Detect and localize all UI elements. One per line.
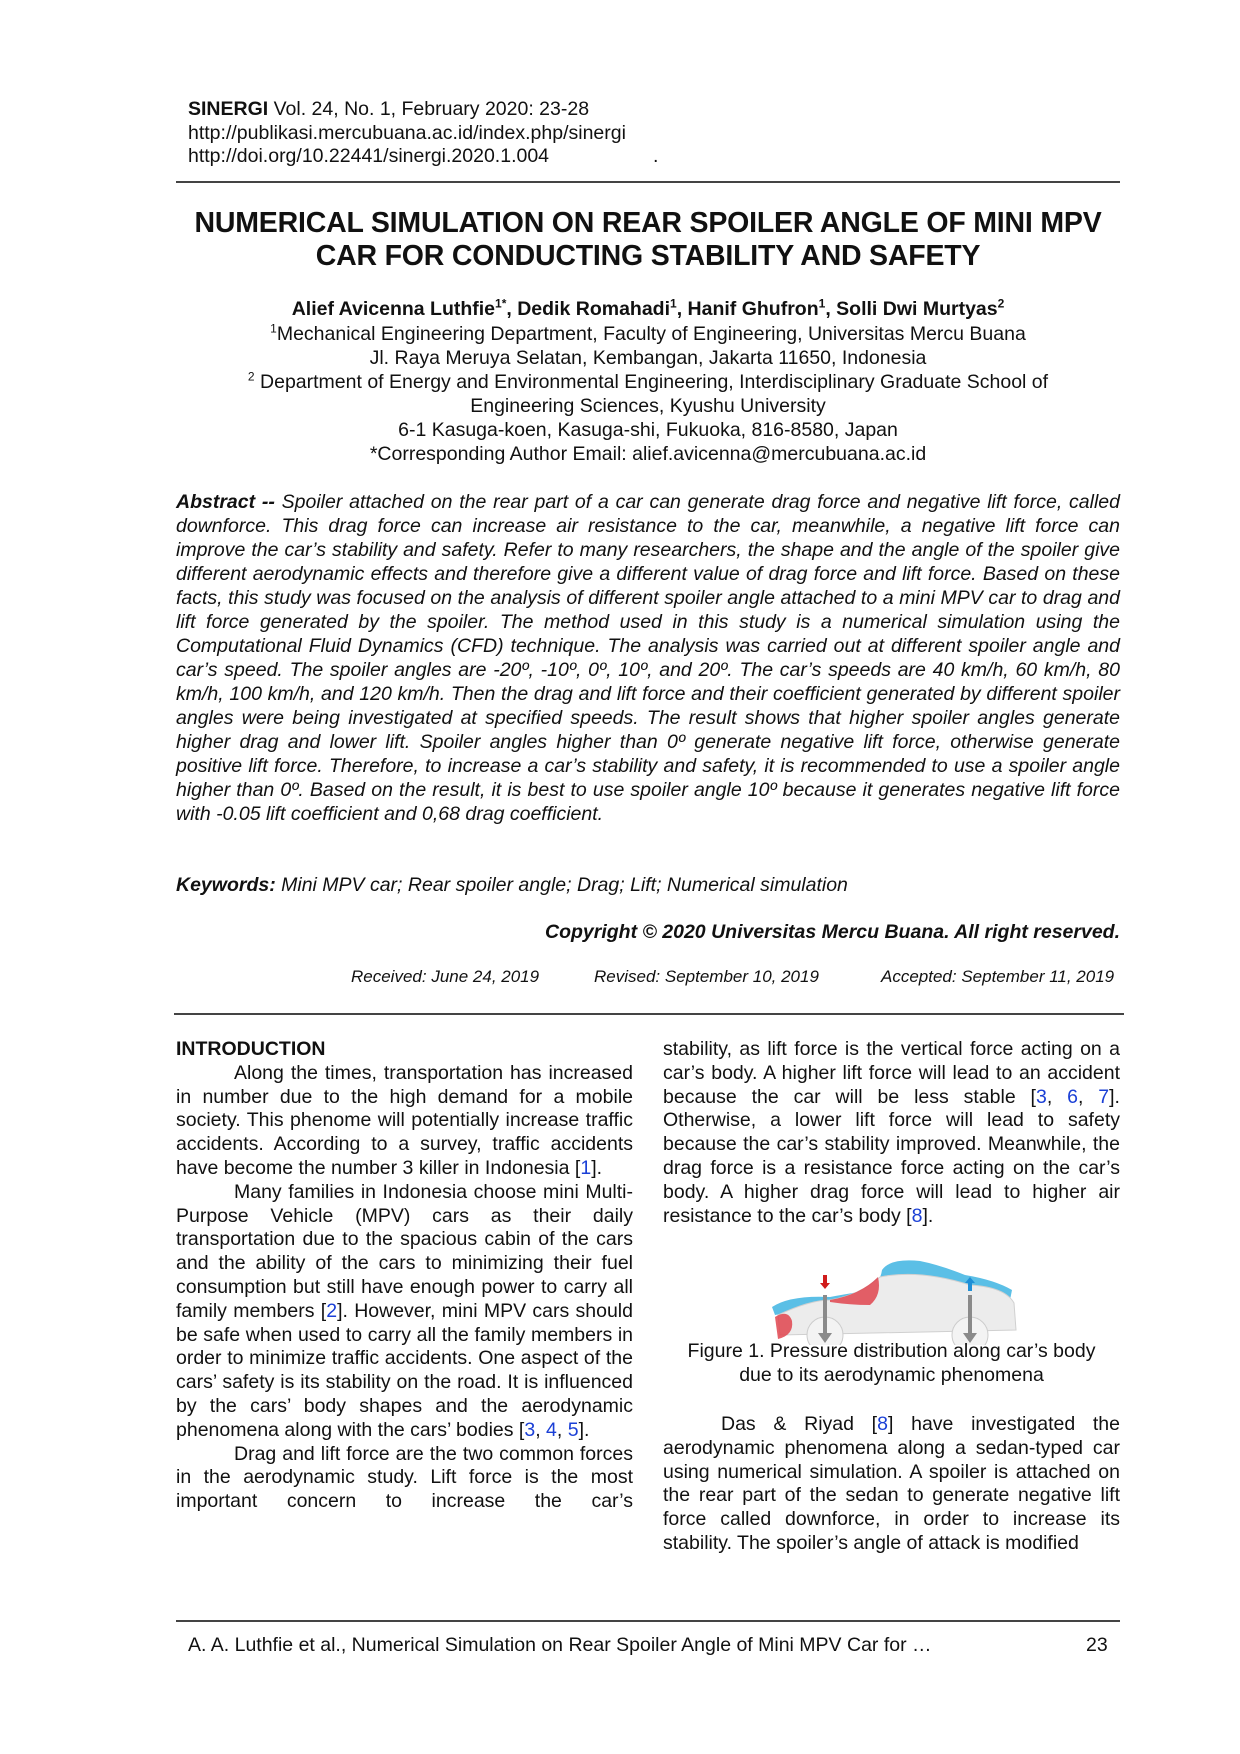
received-date: Received: June 24, 2019 bbox=[351, 967, 540, 986]
paragraph: Das & Riyad [8] have investigated the ae… bbox=[663, 1413, 1120, 1556]
affiliation-1-address: Jl. Raya Meruya Selatan, Kembangan, Jaka… bbox=[369, 347, 927, 369]
paper-title: NUMERICAL SIMULATION ON REAR SPOILER ANG… bbox=[176, 207, 1120, 273]
citation-link[interactable]: 6 bbox=[1067, 1085, 1078, 1108]
paragraph-text: ]. bbox=[578, 1418, 590, 1441]
citation-link[interactable]: 5 bbox=[567, 1418, 579, 1441]
paragraph-text: ]. bbox=[922, 1204, 934, 1227]
keywords-text: Mini MPV car; Rear spoiler angle; Drag; … bbox=[275, 874, 848, 896]
accepted-date: Accepted: September 11, 2019 bbox=[881, 967, 1115, 986]
running-title: A. A. Luthfie et al., Numerical Simulati… bbox=[188, 1634, 932, 1656]
aff-sup: 1 bbox=[270, 321, 277, 336]
journal-name: SINERGI bbox=[188, 98, 269, 120]
aff-sup: 2 bbox=[247, 369, 255, 384]
author-list: Alief Avicenna Luthfie1*, Dedik Romahadi… bbox=[176, 297, 1120, 321]
paragraph-text: ]. However, mini MPV cars should be safe… bbox=[176, 1299, 633, 1441]
affiliation-2-address: 6-1 Kasuga-koen, Kasuga-shi, Fukuoka, 81… bbox=[398, 419, 898, 441]
revised-date: Revised: September 10, 2019 bbox=[594, 967, 819, 986]
title-line-1: NUMERICAL SIMULATION ON REAR SPOILER ANG… bbox=[194, 207, 1102, 239]
section-rule bbox=[174, 1013, 1124, 1015]
paragraph-text: Das & Riyad [ bbox=[721, 1413, 878, 1435]
abstract-label: Abstract -- bbox=[176, 491, 275, 513]
keywords-label: Keywords: bbox=[176, 874, 276, 896]
right-column: stability, as lift force is the vertical… bbox=[663, 1038, 1120, 1228]
right-column-continued: Das & Riyad [8] have investigated the ae… bbox=[663, 1413, 1120, 1556]
paragraph: Along the times, transportation has incr… bbox=[176, 1062, 633, 1181]
corresponding-email: *Corresponding Author Email: alief.avice… bbox=[369, 443, 927, 465]
author-name: Dedik Romahadi bbox=[517, 298, 671, 320]
title-line-2: CAR FOR CONDUCTING STABILITY AND SAFETY bbox=[315, 240, 981, 272]
affiliations: 1Mechanical Engineering Department, Facu… bbox=[176, 322, 1120, 466]
journal-url[interactable]: http://publikasi.mercubuana.ac.id/index.… bbox=[188, 121, 626, 144]
keywords: Keywords: Mini MPV car; Rear spoiler ang… bbox=[176, 873, 848, 897]
journal-header: SINERGI Vol. 24, No. 1, February 2020: 2… bbox=[188, 98, 658, 169]
car-body bbox=[777, 1273, 1017, 1336]
front-high-pressure bbox=[775, 1313, 793, 1339]
citation-link[interactable]: 3 bbox=[1035, 1085, 1047, 1108]
author-separator: , bbox=[825, 298, 837, 320]
paragraph-text: Along the times, transportation has incr… bbox=[176, 1061, 633, 1179]
author-name: Alief Avicenna Luthfie bbox=[291, 298, 496, 320]
section-heading: INTRODUCTION bbox=[176, 1038, 326, 1060]
author-affiliation-sup: 1 bbox=[670, 296, 677, 311]
abstract: Abstract -- Spoiler attached on the rear… bbox=[176, 490, 1120, 826]
citation-link[interactable]: 7 bbox=[1098, 1085, 1110, 1108]
header-rule bbox=[176, 181, 1120, 183]
figure-caption: Figure 1. Pressure distribution along ca… bbox=[663, 1339, 1120, 1387]
caption-line-1: Figure 1. Pressure distribution along ca… bbox=[687, 1340, 1096, 1362]
paragraph: stability, as lift force is the vertical… bbox=[663, 1038, 1120, 1227]
author-separator: , bbox=[676, 298, 688, 320]
front-force-arrow-icon bbox=[818, 1295, 832, 1343]
citation-link[interactable]: 3 bbox=[524, 1418, 536, 1441]
paragraph-text: ]. Otherwise, a lower lift force will le… bbox=[663, 1085, 1120, 1227]
author-separator: , bbox=[506, 298, 518, 320]
footer-rule bbox=[176, 1620, 1120, 1622]
citation-link[interactable]: 1 bbox=[580, 1156, 592, 1179]
paragraph: Drag and lift force are the two common f… bbox=[176, 1442, 633, 1513]
abstract-text: Spoiler attached on the rear part of a c… bbox=[176, 491, 1120, 825]
citation-link[interactable]: 2 bbox=[326, 1299, 338, 1322]
author-affiliation-sup: 2 bbox=[997, 296, 1005, 311]
copyright: Copyright © 2020 Universitas Mercu Buana… bbox=[545, 921, 1120, 943]
downforce-arrow-icon bbox=[820, 1275, 830, 1289]
high-pressure-region bbox=[830, 1277, 879, 1305]
affiliation-2-cont: Engineering Sciences, Kyushu University bbox=[470, 395, 826, 417]
lift-arrow-icon bbox=[965, 1277, 975, 1291]
car-pressure-figure bbox=[772, 1260, 1017, 1345]
author-affiliation-sup: 1* bbox=[495, 296, 507, 311]
citation-link[interactable]: 8 bbox=[877, 1413, 888, 1435]
author-affiliation-sup: 1 bbox=[818, 296, 826, 311]
paragraph-text: ]. bbox=[591, 1156, 603, 1179]
citation-link[interactable]: 8 bbox=[911, 1204, 923, 1227]
page-number: 23 bbox=[1086, 1634, 1108, 1656]
doi-link[interactable]: http://doi.org/10.22441/sinergi.2020.1.0… bbox=[188, 145, 550, 167]
paragraph-text: ] have investigated the aerodynamic phen… bbox=[663, 1413, 1120, 1554]
caption-line-2: due to its aerodynamic phenomena bbox=[739, 1364, 1044, 1386]
affiliation-1: Mechanical Engineering Department, Facul… bbox=[276, 323, 1026, 345]
citation-link[interactable]: 4 bbox=[546, 1418, 557, 1441]
header-dot: . bbox=[653, 145, 659, 167]
affiliation-2: Department of Energy and Environmental E… bbox=[254, 371, 1049, 393]
author-name: Solli Dwi Murtyas bbox=[836, 298, 998, 320]
left-column: INTRODUCTION Along the times, transporta… bbox=[176, 1038, 633, 1514]
paragraph: Many families in Indonesia choose mini M… bbox=[176, 1180, 633, 1441]
paragraph-text: Many families in Indonesia choose mini M… bbox=[176, 1180, 633, 1322]
journal-issue: Vol. 24, No. 1, February 2020: 23-28 bbox=[273, 98, 590, 120]
author-name: Hanif Ghufron bbox=[687, 298, 819, 320]
rear-force-arrow-icon bbox=[963, 1295, 977, 1343]
paragraph-text: stability, as lift force is the vertical… bbox=[663, 1038, 1120, 1108]
